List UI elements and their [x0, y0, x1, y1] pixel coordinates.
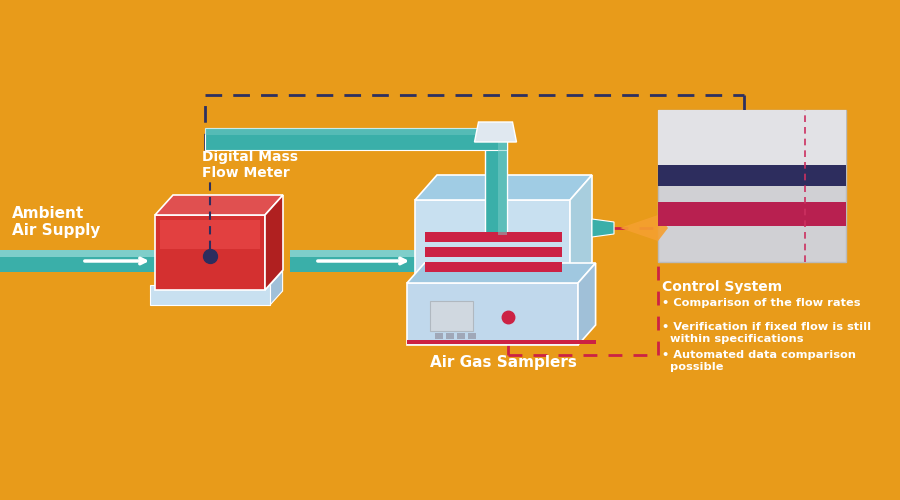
Polygon shape	[407, 340, 596, 344]
Polygon shape	[270, 271, 283, 305]
Polygon shape	[150, 285, 270, 305]
Text: Ambient
Air Supply: Ambient Air Supply	[12, 206, 101, 238]
Polygon shape	[415, 200, 570, 287]
Polygon shape	[484, 128, 507, 235]
Polygon shape	[415, 175, 592, 200]
Polygon shape	[290, 250, 450, 256]
Polygon shape	[205, 128, 507, 150]
Polygon shape	[407, 263, 596, 283]
Polygon shape	[658, 110, 846, 186]
Polygon shape	[658, 202, 846, 226]
Polygon shape	[457, 333, 465, 339]
Polygon shape	[658, 165, 846, 186]
Polygon shape	[430, 301, 473, 331]
Polygon shape	[290, 250, 450, 272]
Polygon shape	[468, 333, 476, 339]
Polygon shape	[658, 110, 846, 262]
Text: Air Gas Samplers: Air Gas Samplers	[430, 354, 577, 370]
Text: • Automated data comparison
  possible: • Automated data comparison possible	[662, 350, 856, 372]
Polygon shape	[425, 262, 562, 272]
Text: • Verification if fixed flow is still
  within specifications: • Verification if fixed flow is still wi…	[662, 322, 871, 344]
Polygon shape	[155, 195, 283, 215]
Polygon shape	[474, 122, 517, 142]
Polygon shape	[498, 128, 507, 235]
Polygon shape	[205, 128, 507, 135]
Polygon shape	[570, 175, 592, 287]
Polygon shape	[0, 250, 255, 272]
Polygon shape	[578, 263, 596, 345]
Polygon shape	[435, 333, 443, 339]
Polygon shape	[446, 333, 454, 339]
Polygon shape	[160, 220, 260, 248]
Text: Digital Mass
Flow Meter: Digital Mass Flow Meter	[202, 150, 298, 180]
Polygon shape	[265, 195, 283, 290]
Polygon shape	[425, 247, 562, 257]
Text: • Comparison of the flow rates: • Comparison of the flow rates	[662, 298, 860, 308]
Polygon shape	[425, 232, 562, 242]
Polygon shape	[620, 215, 668, 241]
Polygon shape	[407, 283, 578, 345]
Text: Control System: Control System	[662, 280, 782, 294]
Polygon shape	[0, 250, 255, 256]
Polygon shape	[592, 219, 614, 237]
Polygon shape	[155, 215, 265, 290]
